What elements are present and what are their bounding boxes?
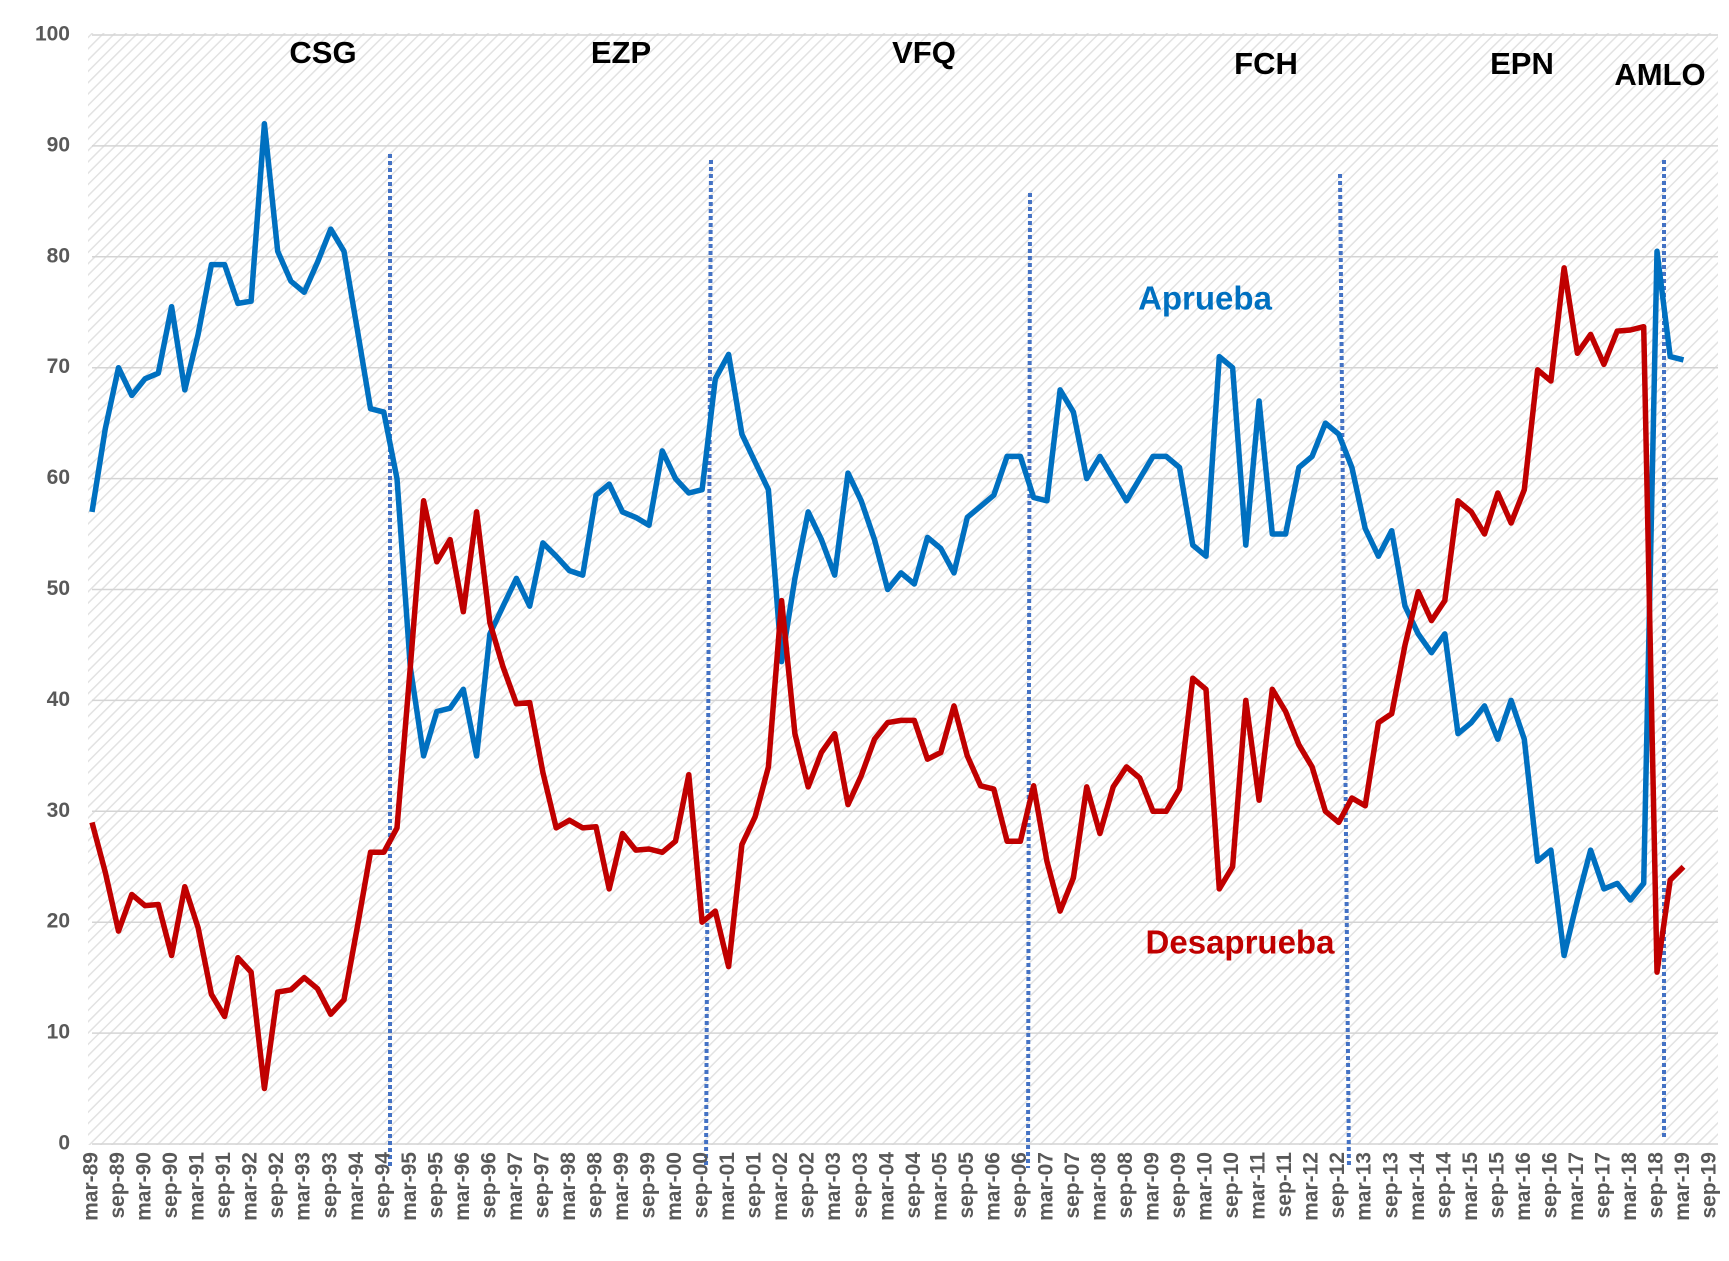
x-tick-label: mar-96 [451, 1152, 474, 1221]
x-tick-label: sep-91 [212, 1152, 235, 1219]
x-tick-label: sep-98 [584, 1152, 607, 1219]
x-tick-label: mar-12 [1300, 1152, 1323, 1221]
y-tick-label: 60 [47, 466, 70, 489]
term-label: EZP [591, 35, 651, 70]
x-tick-label: mar-05 [928, 1152, 951, 1221]
x-tick-label: mar-18 [1618, 1152, 1641, 1221]
y-tick-label: 80 [47, 244, 70, 267]
x-tick-label: mar-97 [504, 1152, 527, 1221]
x-tick-label: mar-16 [1512, 1152, 1535, 1221]
x-tick-label: mar-94 [345, 1152, 368, 1221]
term-divider [1338, 173, 1351, 1169]
x-tick-label: mar-19 [1671, 1152, 1694, 1221]
term-label: CSG [289, 35, 356, 70]
x-tick-label: sep-15 [1485, 1152, 1508, 1219]
x-tick-label: sep-09 [1167, 1152, 1190, 1219]
x-tick-label: sep-03 [849, 1152, 872, 1219]
x-tick-label: mar-92 [239, 1152, 262, 1221]
x-tick-label: mar-91 [186, 1152, 209, 1221]
x-tick-label: mar-09 [1141, 1152, 1164, 1221]
x-tick-label: mar-06 [981, 1152, 1004, 1221]
y-tick-label: 90 [47, 133, 70, 156]
x-tick-label: sep-10 [1220, 1152, 1243, 1219]
x-tick-label: sep-18 [1644, 1152, 1667, 1219]
x-tick-label: sep-02 [796, 1152, 819, 1219]
x-tick-label: sep-95 [424, 1152, 447, 1219]
term-label: VFQ [892, 35, 956, 70]
y-tick-label: 20 [47, 910, 70, 933]
term-divider [704, 159, 713, 1169]
x-tick-label: sep-92 [265, 1152, 288, 1219]
x-tick-label: mar-07 [1034, 1152, 1057, 1221]
y-tick-label: 40 [47, 688, 70, 711]
x-tick-label: sep-94 [371, 1152, 394, 1219]
y-tick-label: 30 [47, 799, 70, 822]
x-tick-label: mar-89 [80, 1152, 103, 1221]
x-tick-label: sep-08 [1114, 1152, 1137, 1219]
x-tick-label: sep-07 [1061, 1152, 1084, 1219]
x-tick-label: sep-06 [1008, 1152, 1031, 1219]
x-tick-label: mar-13 [1353, 1152, 1376, 1221]
x-tick-label: sep-11 [1273, 1152, 1296, 1218]
y-tick-label: 0 [58, 1132, 70, 1155]
x-tick-label: mar-10 [1194, 1152, 1217, 1221]
x-tick-label: mar-04 [875, 1152, 898, 1221]
x-tick-label: mar-02 [769, 1152, 792, 1221]
x-tick-label: sep-19 [1698, 1152, 1721, 1219]
x-tick-label: mar-03 [822, 1152, 845, 1221]
x-tick-label: sep-01 [743, 1152, 766, 1219]
y-tick-label: 10 [47, 1021, 70, 1044]
x-tick-label: mar-01 [716, 1152, 739, 1221]
y-tick-label: 70 [47, 355, 70, 378]
x-tick-label: sep-99 [637, 1152, 660, 1219]
x-tick-label: sep-04 [902, 1152, 925, 1219]
x-tick-label: mar-98 [557, 1152, 580, 1221]
x-tick-label: sep-12 [1326, 1152, 1349, 1219]
term-label: EPN [1490, 46, 1554, 81]
x-tick-label: sep-17 [1591, 1152, 1614, 1219]
series-label: Aprueba [1138, 280, 1273, 317]
x-tick-label: mar-15 [1459, 1152, 1482, 1221]
x-tick-label: sep-14 [1432, 1152, 1455, 1219]
series-line [89, 265, 1686, 1092]
x-tick-label: mar-93 [292, 1152, 315, 1221]
x-tick-label: mar-08 [1087, 1152, 1110, 1221]
x-tick-label: mar-00 [663, 1152, 686, 1221]
x-tick-label: sep-93 [318, 1152, 341, 1219]
y-tick-label: 100 [35, 23, 70, 46]
term-label: FCH [1234, 46, 1298, 81]
x-tick-label: sep-96 [477, 1152, 500, 1219]
x-tick-label: mar-95 [398, 1152, 421, 1221]
x-tick-label: sep-97 [530, 1152, 553, 1219]
x-tick-label: mar-99 [610, 1152, 633, 1221]
x-tick-label: sep-89 [106, 1152, 129, 1219]
x-tick-label: mar-14 [1406, 1152, 1429, 1221]
x-tick-label: sep-90 [159, 1152, 182, 1219]
x-tick-label: mar-11 [1247, 1152, 1270, 1220]
x-tick-label: sep-13 [1379, 1152, 1402, 1219]
x-tick-label: sep-16 [1538, 1152, 1561, 1219]
y-tick-label: 50 [47, 577, 70, 600]
series-label: Desaprueba [1146, 924, 1336, 961]
term-label: AMLO [1614, 57, 1705, 92]
x-tick-label: mar-90 [133, 1152, 156, 1221]
x-tick-label: sep-05 [955, 1152, 978, 1219]
term-divider [1026, 192, 1032, 1169]
x-tick-label: sep-00 [690, 1152, 713, 1219]
series-line [89, 120, 1685, 959]
x-tick-label: mar-17 [1565, 1152, 1588, 1221]
